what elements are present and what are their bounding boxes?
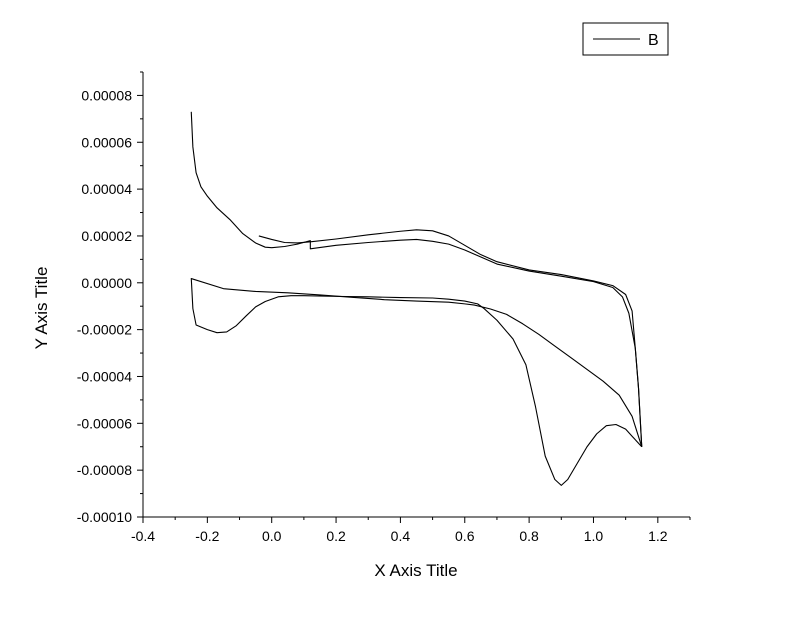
x-tick-label: 1.2 <box>648 528 668 544</box>
y-tick-label: 0.00000 <box>81 275 132 291</box>
series-layer <box>190 111 643 486</box>
x-tick-label: 1.0 <box>584 528 604 544</box>
y-tick-label: 0.00006 <box>81 134 132 150</box>
y-axis-title: Y Axis Title <box>32 267 51 350</box>
y-tick-label: -0.00002 <box>77 322 132 338</box>
x-tick-label: 0.6 <box>455 528 475 544</box>
x-axis-ticks: -0.4 -0.2 0.0 0.2 0.4 0.6 0.8 1.0 1.2 <box>131 517 691 544</box>
series-line-segment <box>258 229 643 447</box>
y-tick-label: -0.00004 <box>77 368 132 384</box>
y-axis-ticks: -0.00010 -0.00008 -0.00006 -0.00004 -0.00002… <box>77 71 143 525</box>
x-tick-label: 0.4 <box>391 528 411 544</box>
x-tick-label: -0.4 <box>131 528 155 544</box>
x-axis-title: X Axis Title <box>374 561 457 580</box>
x-tick-label: 0.2 <box>326 528 346 544</box>
y-tick-label: -0.00008 <box>77 462 132 478</box>
x-tick-label: 0.0 <box>262 528 282 544</box>
series-line-segment <box>190 278 643 486</box>
y-tick-label: 0.00002 <box>81 228 132 244</box>
y-tick-label: -0.00010 <box>77 509 132 525</box>
series-line-segment <box>190 111 643 447</box>
plot-frame <box>142 72 690 518</box>
y-tick-label: 0.00004 <box>81 181 132 197</box>
x-tick-label: 0.8 <box>519 528 539 544</box>
legend-label: B <box>648 32 659 49</box>
legend: B <box>582 22 669 56</box>
x-tick-label: -0.2 <box>195 528 219 544</box>
y-tick-label: -0.00006 <box>77 415 132 431</box>
series-B <box>190 111 643 486</box>
y-tick-label: 0.00008 <box>81 87 132 103</box>
series-line-segment <box>191 278 643 447</box>
